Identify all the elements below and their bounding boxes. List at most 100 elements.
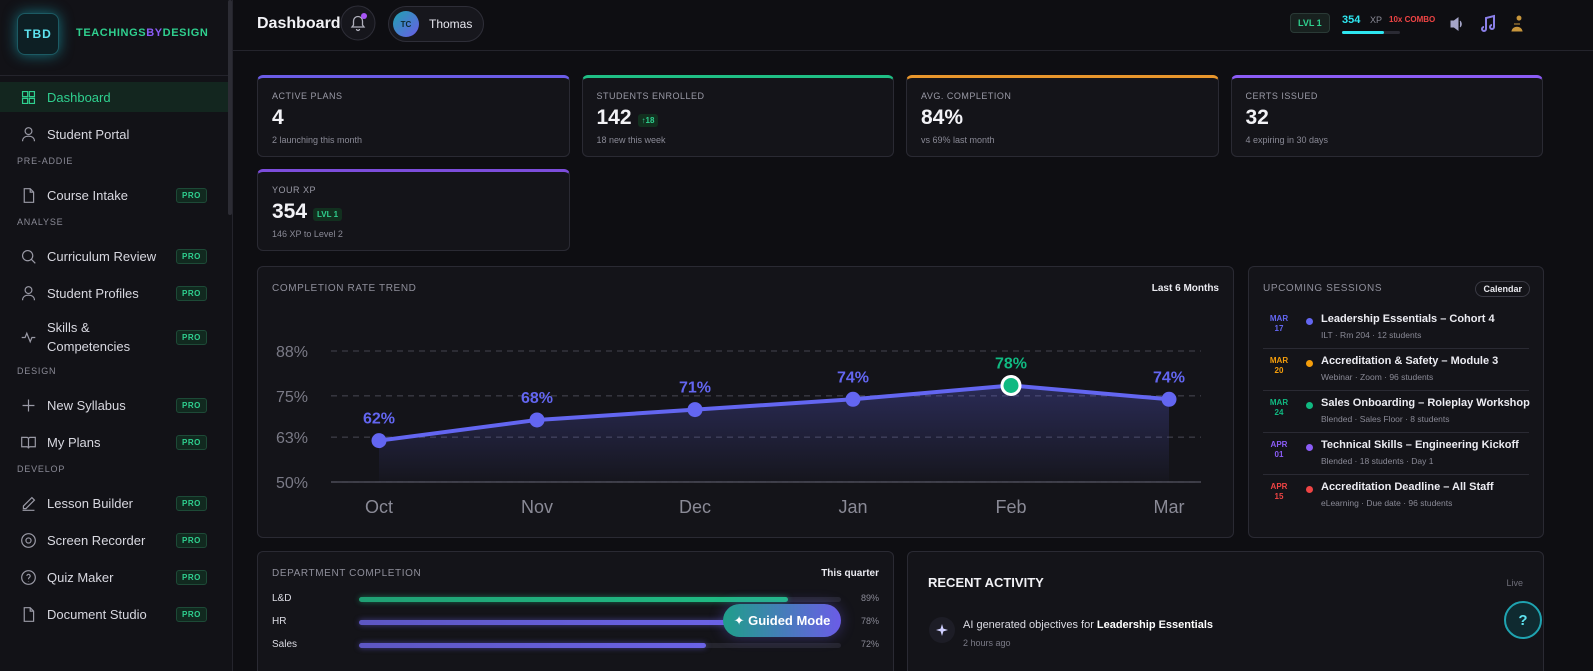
point — [529, 412, 545, 428]
icon-path — [22, 496, 36, 511]
activity-card: RECENT ACTIVITY Live AI generated object… — [907, 551, 1544, 671]
nav-item[interactable]: Curriculum Review PRO — [0, 241, 232, 271]
session-row[interactable]: APR 15 Accreditation Deadline – All Staff e… — [1263, 475, 1529, 516]
nav-label: Student Portal — [47, 126, 130, 142]
session-row[interactable]: MAR 17 Leadership Essentials – Cohort 4 ILT… — [1263, 307, 1529, 349]
nav-item[interactable]: My Plans PRO — [0, 427, 232, 457]
session-row[interactable]: MAR 20 Accreditation & Safety – Module 3 We… — [1263, 349, 1529, 391]
nav-item[interactable]: Screen Recorder PRO — [0, 525, 232, 555]
session-meta: Blended · 18 students · Day 1 — [1321, 456, 1434, 466]
icon-path — [23, 606, 35, 622]
point — [1161, 391, 1177, 407]
nav-icon — [21, 532, 36, 548]
stat-card: CERTS ISSUED 32 4 expiring in 30 days — [1230, 75, 1543, 157]
nav-item[interactable]: Quiz Maker PRO — [0, 562, 232, 592]
nav-item[interactable]: Document Studio PRO — [0, 599, 232, 629]
scrollbar[interactable] — [228, 0, 232, 215]
nav-label: Lesson Builder — [47, 495, 133, 511]
x-tick-label: Nov — [521, 497, 553, 517]
x-tick-label: Jan — [838, 497, 867, 517]
session-month: APR — [1270, 440, 1288, 449]
pro-badge: PRO — [176, 434, 207, 450]
focus-icon[interactable] — [1511, 15, 1523, 32]
nav-section: DESIGN — [17, 366, 57, 376]
pro-badge: PRO — [176, 495, 207, 511]
activity-time: 2 hours ago — [963, 638, 1011, 648]
stat-label: STUDENTS ENROLLED — [596, 91, 705, 101]
activity-row: AI generated objectives for Leadership Es… — [908, 612, 1543, 658]
nav-label: Quiz Maker — [47, 569, 114, 585]
guided-mode-button[interactable]: ✦ Guided Mode — [723, 604, 841, 637]
stat-note: 4 expiring in 30 days — [1245, 135, 1329, 145]
chart-card: COMPLETION RATE TREND Last 6 Months 88% 7… — [257, 266, 1234, 538]
calendar-button[interactable]: Calendar — [1475, 281, 1530, 297]
nav-item[interactable]: Lesson Builder PRO — [0, 488, 232, 518]
icon-path — [21, 331, 36, 343]
session-meta: Blended · Sales Floor · 8 students — [1321, 414, 1450, 424]
stat-grid: ACTIVE PLANS 4 2 launching this month STUDE… — [257, 75, 1543, 251]
xp-progress — [1342, 31, 1400, 34]
nav-icon — [22, 496, 36, 511]
department-name: HR — [272, 616, 287, 627]
session-row[interactable]: MAR 24 Sales Onboarding – Roleplay Worksho… — [1263, 391, 1530, 433]
nav-item[interactable]: New Syllabus PRO — [0, 390, 232, 420]
nav-item[interactable]: Student Portal — [0, 119, 232, 149]
session-list: MAR 17 Leadership Essentials – Cohort 4 ILT… — [1249, 307, 1543, 516]
nav-icon — [23, 606, 35, 622]
logo[interactable]: TBD — [17, 13, 59, 55]
nav-section: ANALYSE — [17, 217, 64, 227]
y-tick-label: 63% — [276, 430, 308, 447]
session-day: 24 — [1274, 408, 1284, 417]
progress-track — [359, 643, 841, 648]
nav-label: Course Intake — [47, 187, 128, 203]
x-tick-label: Oct — [365, 497, 393, 517]
department-row: HR 78% — [258, 615, 893, 638]
notification-bell[interactable] — [340, 5, 376, 41]
session-dot — [1306, 486, 1313, 493]
sound-icon[interactable] — [1450, 17, 1462, 31]
help-button[interactable]: ? — [1504, 601, 1542, 639]
session-month: MAR — [1269, 314, 1289, 323]
value-label: 78% — [995, 355, 1027, 372]
activity-subject: Leadership Essentials — [1096, 619, 1214, 631]
session-month: MAR — [1269, 356, 1289, 365]
nav-item[interactable]: Skills & Competencies PRO — [0, 315, 232, 359]
session-day: 17 — [1274, 324, 1284, 333]
department-row: L&D 89% — [258, 592, 893, 615]
sparkle-icon — [936, 624, 948, 636]
session-dot — [1306, 360, 1313, 367]
point — [845, 391, 861, 407]
sidebar: TBD TEACHINGSBYDESIGN Dashboard Student P… — [0, 0, 233, 671]
nav-section: DEVELOP — [17, 464, 66, 474]
nav-section: PRE-ADDIE — [17, 156, 74, 166]
top-icons — [1450, 14, 1523, 32]
session-day: 01 — [1274, 450, 1284, 459]
session-title: Technical Skills – Engineering Kickoff — [1321, 439, 1519, 451]
activity-action: AI generated objectives for — [963, 619, 1094, 631]
nav-item[interactable]: Dashboard — [0, 82, 232, 112]
divider — [0, 75, 232, 76]
stat-card: ACTIVE PLANS 4 2 launching this month — [257, 75, 570, 157]
chart-period[interactable]: Last 6 Months — [1151, 283, 1219, 294]
session-row[interactable]: APR 01 Technical Skills – Engineering Kick… — [1263, 433, 1529, 475]
y-tick-label: 75% — [276, 389, 308, 406]
nav-label: Curriculum Review — [47, 248, 157, 264]
point — [687, 402, 703, 418]
progress-bar — [359, 597, 788, 602]
activity-text: AI generated objectives for Leadership Es… — [963, 619, 1213, 631]
nav-item[interactable]: Student Profiles PRO — [0, 278, 232, 308]
nav-icon — [22, 249, 36, 264]
xp-unit: XP — [1370, 15, 1383, 25]
nav-label: Screen Recorder — [47, 532, 146, 548]
icon-path — [21, 90, 36, 104]
music-icon[interactable] — [1481, 14, 1495, 32]
sessions-card: UPCOMING SESSIONS Calendar MAR 17 Leadersh… — [1248, 266, 1544, 538]
avatar: TC — [393, 11, 419, 37]
session-meta: ILT · Rm 204 · 12 students — [1321, 330, 1422, 340]
nav-item[interactable]: Course Intake PRO — [0, 180, 232, 210]
session-title: Sales Onboarding – Roleplay Workshop — [1321, 397, 1530, 409]
department-row: Sales 72% — [258, 638, 893, 661]
progress-bar — [359, 643, 707, 648]
user-menu[interactable]: TC Thomas — [388, 6, 484, 42]
stat-badge: LVL 1 — [313, 208, 343, 221]
